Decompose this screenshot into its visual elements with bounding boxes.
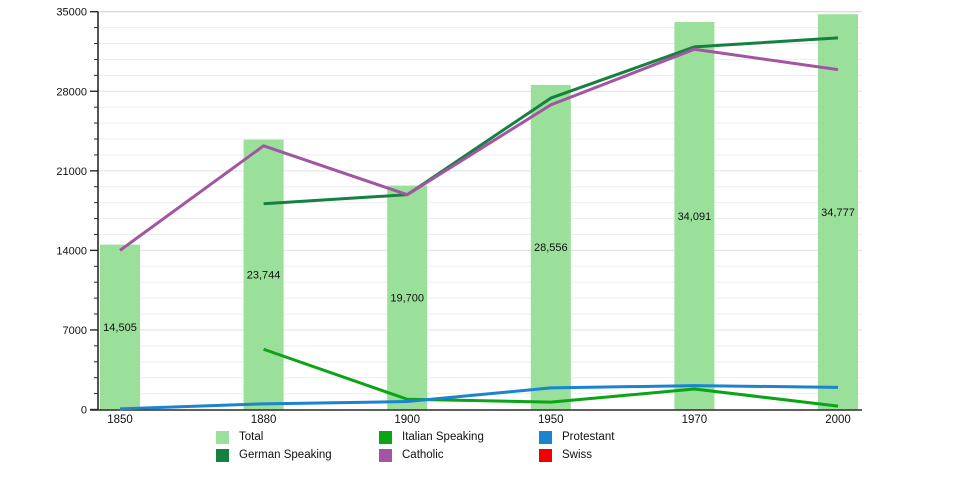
series-line-catholic [119,47,839,252]
x-axis-label-1970: 1970 [682,414,708,426]
total-bar-1880 [243,139,284,410]
legend-label-swiss: Swiss [562,449,593,461]
bar-value-label-1850: 14,505 [103,322,137,334]
total-bar-1950 [530,84,571,410]
x-axis-label-1880: 1880 [251,414,277,426]
legend-label-italian-speaking: Italian Speaking [402,431,484,443]
gridlines [98,11,862,395]
y-axis-label-14000: 14000 [56,245,87,257]
total-bar-2000 [818,14,858,410]
total-bar-1900 [387,185,428,410]
legend-label-protestant: Protestant [562,431,615,443]
x-axis-label-1900: 1900 [394,414,420,426]
legend-item-protestant: Protestant [539,430,614,445]
y-axis-label-0: 0 [81,405,87,417]
x-axis-label-1950: 1950 [538,414,564,426]
bar-value-label-1900: 19,700 [390,293,424,305]
total-bars [100,14,858,410]
legend-swatch-total [216,431,229,444]
bar-value-labels: 14,505 23,744 19,700 28,556 34,091 34,777 [103,207,855,334]
legend-grid: Total Italian Speaking Protestant German… [216,430,614,463]
axes [90,10,862,411]
legend-item-italian-speaking: Italian Speaking [379,430,539,445]
x-axis-label-2000: 2000 [825,414,851,426]
bar-value-label-2000: 34,777 [821,207,855,219]
legend-label-total: Total [239,431,264,443]
legend-swatch-swiss [539,449,552,462]
legend-item-swiss: Swiss [539,448,614,463]
legend-swatch-protestant [539,431,552,444]
legend-item-total: Total [216,430,379,445]
y-axis-labels: 0 7000 14000 21000 28000 35000 [56,7,87,417]
series-line-german-speaking [263,36,839,206]
bar-value-label-1880: 23,744 [247,270,281,282]
legend-item-german-speaking: German Speaking [216,448,379,463]
y-axis-label-21000: 21000 [56,166,87,178]
series-line-italian-speaking [263,347,839,408]
series-line-protestant [119,384,839,411]
x-axis-labels: 1850 1880 1900 1950 1970 2000 [107,414,851,426]
legend-label-german-speaking: German Speaking [239,449,332,461]
chart-legend: Total Italian Speaking Protestant German… [216,430,614,463]
legend-item-catholic: Catholic [379,448,539,463]
bar-value-label-1970: 34,091 [678,211,712,223]
total-bar-1970 [674,22,715,410]
legend-swatch-catholic [379,449,392,462]
chart-plot-area: 14,505 23,744 19,700 28,556 34,091 34,777 0 700… [56,7,862,426]
legend-swatch-italian-speaking [379,431,392,444]
legend-swatch-german-speaking [216,449,229,462]
y-axis-label-7000: 7000 [63,325,87,337]
y-axis-label-28000: 28000 [56,86,87,98]
total-bar-1850 [100,244,140,410]
x-axis-label-1850: 1850 [107,414,133,426]
bar-value-label-1950: 28,556 [534,242,568,254]
legend-label-catholic: Catholic [402,449,444,461]
y-axis-label-35000: 35000 [56,7,87,19]
